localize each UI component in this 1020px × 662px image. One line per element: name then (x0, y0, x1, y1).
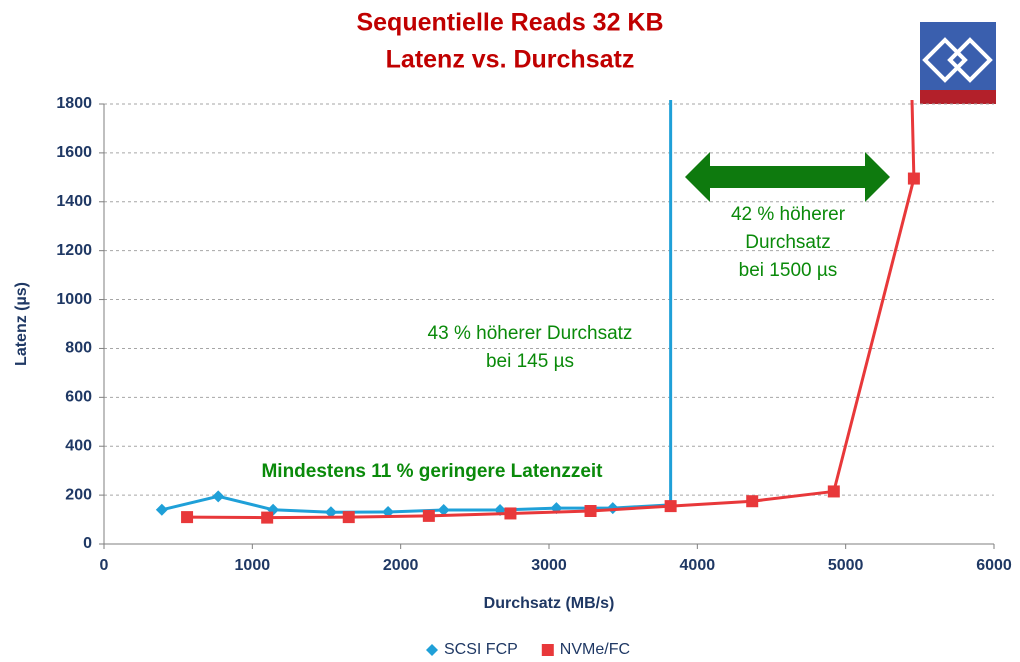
x-tick-label: 3000 (531, 557, 567, 574)
marker (155, 503, 168, 516)
x-tick-label: 1000 (235, 557, 271, 574)
y-tick-label: 1400 (56, 193, 92, 210)
marker (324, 506, 337, 519)
annotation: Durchsatz (745, 232, 831, 253)
legend-label: NVMe/FC (560, 641, 630, 658)
marker (504, 507, 517, 520)
x-tick-label: 4000 (680, 557, 716, 574)
y-tick-label: 600 (65, 389, 92, 406)
chart-subtitle: Latenz vs. Durchsatz (386, 46, 635, 74)
logo (920, 22, 996, 104)
x-tick-label: 5000 (828, 557, 864, 574)
marker (342, 511, 355, 524)
y-tick-label: 1200 (56, 242, 92, 259)
marker (584, 505, 597, 517)
marker (746, 495, 759, 508)
x-tick-label: 2000 (383, 557, 419, 574)
annotation: bei 145 µs (486, 351, 574, 372)
marker (261, 511, 274, 524)
marker (181, 511, 194, 524)
marker (664, 500, 677, 513)
y-tick-label: 200 (65, 486, 92, 503)
y-tick-label: 0 (83, 535, 92, 552)
x-axis-label: Durchsatz (MB/s) (484, 595, 615, 612)
x-tick-label: 0 (100, 557, 109, 574)
legend-marker (541, 644, 554, 656)
x-tick-label: 6000 (976, 557, 1012, 574)
marker (665, 49, 677, 61)
y-tick-label: 400 (65, 437, 92, 454)
marker (905, 49, 917, 61)
marker (437, 504, 450, 517)
marker (827, 485, 840, 498)
y-axis-label: Latenz (µs) (13, 282, 30, 366)
annotation: 42 % höherer (731, 204, 846, 225)
marker (422, 509, 435, 522)
y-tick-label: 1000 (56, 291, 92, 308)
annotation: bei 1500 µs (739, 260, 838, 281)
y-tick-label: 1600 (56, 144, 92, 161)
annotation: 43 % höherer Durchsatz (428, 323, 633, 344)
arrow (685, 152, 890, 202)
legend-label: SCSI FCP (444, 641, 518, 658)
y-tick-label: 1800 (56, 95, 92, 112)
annotation: Mindestens 11 % geringere Latenzzeit (261, 461, 603, 482)
legend-marker (426, 644, 438, 656)
y-tick-label: 800 (65, 340, 92, 357)
series-line (187, 100, 916, 520)
series-line (161, 100, 673, 514)
chart-title: Sequentielle Reads 32 KB (356, 9, 663, 37)
marker (212, 490, 225, 503)
plot-area (155, 49, 920, 524)
marker (907, 172, 920, 185)
